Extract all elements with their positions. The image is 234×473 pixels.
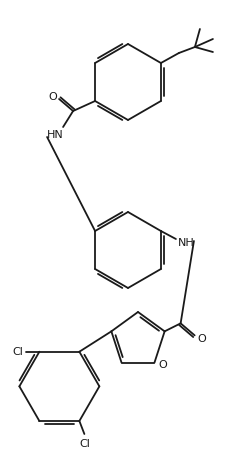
Text: NH: NH xyxy=(178,238,194,248)
Text: Cl: Cl xyxy=(79,439,90,449)
Text: HN: HN xyxy=(47,130,63,140)
Text: O: O xyxy=(158,359,167,370)
Text: O: O xyxy=(197,334,206,344)
Text: O: O xyxy=(49,92,58,102)
Text: Cl: Cl xyxy=(12,347,23,357)
